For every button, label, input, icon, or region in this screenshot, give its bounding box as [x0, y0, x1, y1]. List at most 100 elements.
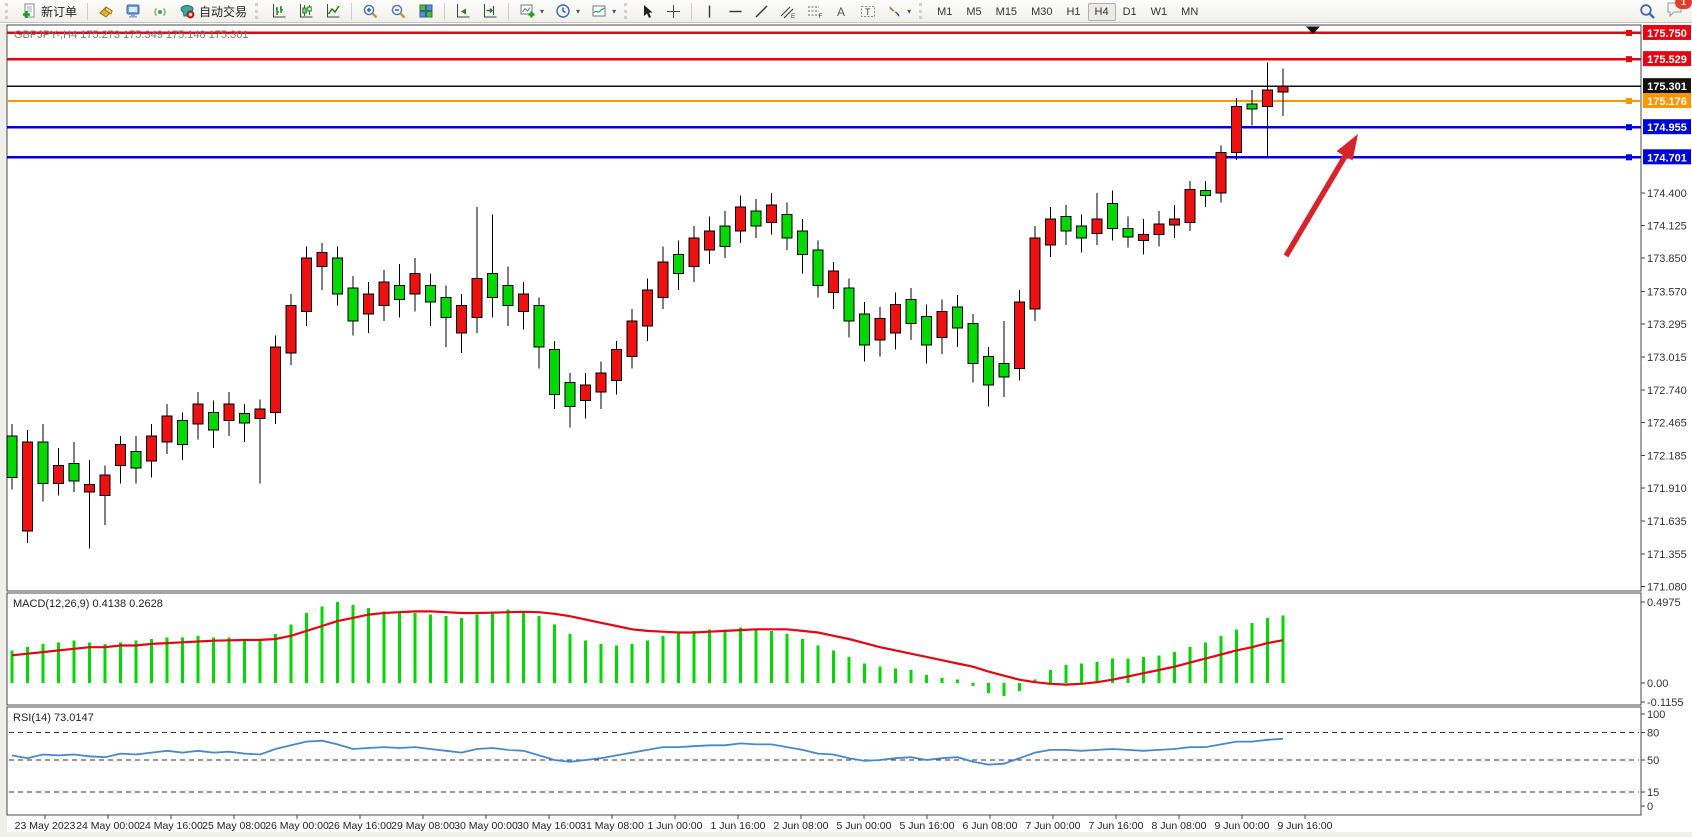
svg-text:173.570: 173.570 — [1647, 286, 1687, 298]
zoom-in-icon — [363, 4, 378, 18]
periods-button[interactable]: ▾ — [550, 0, 585, 22]
dropdown-arrow-icon: ▾ — [576, 6, 581, 16]
fibonacci-tool-button[interactable]: F — [802, 1, 828, 22]
timeframe-M30[interactable]: M30 — [1031, 6, 1053, 18]
crosshair-tool-button[interactable] — [661, 1, 686, 22]
equidistant-channel-icon: E — [780, 6, 795, 19]
timeframe-M1[interactable]: M1 — [937, 6, 953, 18]
svg-text:26 May 16:00: 26 May 16:00 — [328, 820, 392, 832]
chart-area[interactable]: 174.400 174.125 173.850 173.570 173.295 173.0… — [0, 24, 1692, 837]
line-chart-button[interactable] — [320, 0, 346, 22]
label-tool-button[interactable]: T — [855, 1, 881, 22]
toolbar-drag-handle[interactable] — [5, 3, 12, 19]
level-handle[interactable] — [1626, 56, 1632, 63]
text-tool-button[interactable]: A — [829, 1, 854, 22]
timeframe-M15[interactable]: M15 — [995, 6, 1018, 18]
time-axis[interactable]: 23 May 2023 24 May 00:00 24 May 16:00 25 Ma… — [15, 815, 1333, 832]
level-handle[interactable] — [1626, 154, 1632, 161]
chart-shift-icon — [484, 4, 497, 18]
terminal-button[interactable] — [120, 0, 146, 22]
price-axis-label — [1643, 51, 1691, 67]
search-icon[interactable] — [1639, 3, 1656, 20]
svg-text:25 May 08:00: 25 May 08:00 — [202, 820, 266, 832]
new-order-label: 新订单 — [41, 4, 78, 19]
timeframe-H1[interactable]: H1 — [1066, 6, 1081, 18]
template-button[interactable]: ▾ — [586, 0, 621, 22]
chart-shift-button[interactable] — [477, 0, 503, 22]
svg-text:30 May 00:00: 30 May 00:00 — [454, 820, 518, 832]
dropdown-arrow-icon: ▾ — [612, 6, 617, 16]
toolbar-drag-handle[interactable] — [919, 3, 926, 19]
timeframe-M5[interactable]: M5 — [966, 6, 982, 18]
trendline-tool-button[interactable] — [749, 1, 774, 22]
window-bottom-border — [0, 832, 1692, 837]
vertical-line-tool-button[interactable] — [697, 1, 722, 22]
template-icon — [592, 5, 606, 17]
autotrading-button[interactable]: 自动交易 — [174, 0, 252, 23]
zoom-out-button[interactable] — [385, 0, 412, 23]
price-axis[interactable]: 174.400 174.125 173.850 173.570 173.295 173.0… — [1641, 188, 1687, 813]
svg-text:26 May 00:00: 26 May 00:00 — [265, 820, 329, 832]
price-axis-label — [1643, 24, 1691, 40]
main-chart-panel[interactable] — [6, 24, 1642, 592]
text-icon: A — [837, 5, 845, 19]
autotrading-label: 自动交易 — [199, 4, 248, 19]
dropdown-arrow-icon: ▾ — [540, 6, 545, 16]
toolbar-drag-handle[interactable] — [255, 3, 262, 19]
styler-button[interactable] — [93, 0, 119, 22]
main-toolbar: 新订单 — [0, 0, 1692, 23]
svg-text:23 May 2023: 23 May 2023 — [15, 820, 76, 832]
notification-badge: 1 — [1675, 0, 1692, 9]
svg-text:172.185: 172.185 — [1647, 451, 1687, 463]
cursor-tool-button[interactable] — [635, 1, 660, 22]
arrows-tool-button[interactable]: ▾ — [882, 1, 916, 22]
new-order-button[interactable]: 新订单 — [16, 0, 82, 23]
zoom-in-button[interactable] — [357, 0, 384, 23]
price-axis-label — [1643, 119, 1691, 135]
svg-text:171.910: 171.910 — [1647, 483, 1687, 495]
svg-text:T: T — [865, 7, 871, 17]
horizontal-line-tool-button[interactable] — [723, 1, 748, 22]
level-handle[interactable] — [1626, 97, 1632, 104]
svg-text:29 May 08:00: 29 May 08:00 — [391, 820, 455, 832]
level-handle[interactable] — [1626, 124, 1632, 131]
toolbar-drag-handle[interactable] — [624, 3, 631, 19]
tile-windows-button[interactable] — [413, 0, 439, 22]
svg-text:9 Jun 00:00: 9 Jun 00:00 — [1215, 820, 1270, 832]
price-axis-label — [1643, 149, 1691, 165]
svg-text:174.400: 174.400 — [1647, 188, 1687, 200]
timeframe-W1[interactable]: W1 — [1150, 6, 1168, 18]
svg-text:173.295: 173.295 — [1647, 319, 1687, 331]
trend-arrow-annotation[interactable] — [1283, 134, 1358, 258]
svg-text:5 Jun 00:00: 5 Jun 00:00 — [837, 820, 892, 832]
timeframe-MN[interactable]: MN — [1181, 6, 1199, 18]
level-handle[interactable] — [1626, 29, 1632, 36]
new-chart-button[interactable]: ▾ — [514, 0, 549, 22]
auto-scroll-button[interactable] — [450, 0, 476, 22]
macd-label: MACD(12,26,9) 0.4138 0.2628 — [13, 598, 163, 610]
svg-text:31 May 08:00: 31 May 08:00 — [580, 820, 644, 832]
timeframe-D1[interactable]: D1 — [1122, 6, 1137, 18]
timeframe-H4[interactable]: H4 — [1087, 3, 1116, 21]
price-axis-label — [1643, 78, 1691, 94]
timeframe-switcher: M1 M5 M15 M30 H1 H4 D1 W1 MN — [930, 2, 1205, 21]
macd-panel[interactable] — [6, 592, 1642, 706]
signals-button[interactable] — [147, 0, 173, 22]
candlestick-chart-button[interactable] — [293, 0, 319, 22]
svg-text:A: A — [837, 5, 845, 19]
notifications-chat-button[interactable]: 1 — [1666, 0, 1692, 22]
svg-text:9 Jun 16:00: 9 Jun 16:00 — [1278, 820, 1333, 832]
rsi-panel[interactable] — [6, 706, 1642, 816]
equidistant-channel-tool-button[interactable]: E — [775, 1, 801, 22]
signals-icon — [154, 7, 166, 17]
svg-text:174.955: 174.955 — [1647, 122, 1687, 134]
bar-chart-button[interactable] — [266, 0, 292, 22]
svg-text:8 Jun 08:00: 8 Jun 08:00 — [1152, 820, 1207, 832]
svg-text:0.00: 0.00 — [1647, 678, 1668, 690]
bar-chart-icon — [273, 4, 286, 18]
chart-panels — [6, 24, 1642, 816]
terminal-icon — [126, 4, 140, 18]
crosshair-icon — [667, 4, 681, 18]
rsi-levels — [9, 731, 1639, 793]
